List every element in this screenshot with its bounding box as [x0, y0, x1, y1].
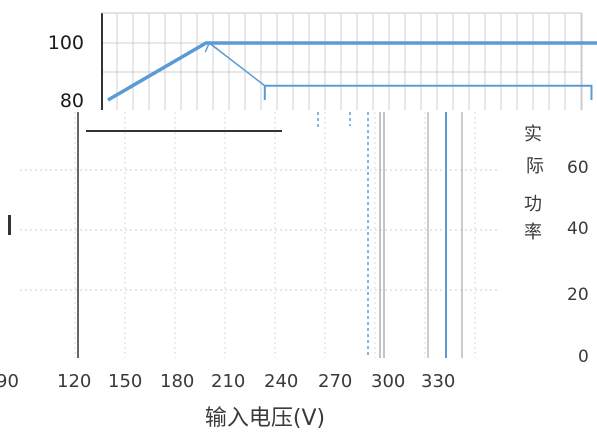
x-tick-label: 330 — [421, 371, 455, 392]
x-tick-label: 270 — [318, 371, 352, 392]
series-line — [107, 41, 597, 102]
y-tick-label-right: 0 — [578, 347, 589, 367]
annotation-arrowhead — [204, 41, 218, 53]
annotation-bracket — [263, 84, 593, 100]
y-tick-label-right: 40 — [567, 219, 589, 239]
grid-layer — [8, 12, 583, 358]
x-tick-label: 120 — [57, 371, 91, 392]
right-axis-label-char: 际 — [526, 156, 544, 177]
right-axis-label-char: 率 — [524, 222, 542, 243]
right-axis-label-char: 功 — [524, 194, 542, 215]
y-tick-label-right: 60 — [567, 158, 589, 178]
x-axis-label: 输入电压(V) — [205, 406, 325, 431]
x-tick-label: 300 — [371, 371, 405, 392]
tick-layer: 90 120 150 180 210 240 270 300 330 100 80 60 40 20 0 实际… — [0, 32, 589, 392]
y-tick-label-right: 20 — [567, 285, 589, 305]
x-tick-label: 210 — [211, 371, 245, 392]
x-tick-label: 240 — [264, 371, 298, 392]
axis-marker — [8, 215, 11, 235]
x-tick-label: 150 — [108, 371, 142, 392]
annotation-layer — [204, 41, 593, 358]
right-axis-label-char: 实 — [524, 124, 542, 145]
annotation-arrow — [208, 42, 266, 87]
series-layer — [107, 41, 597, 102]
y-tick-label-left: 100 — [48, 32, 84, 54]
y-tick-label-left: 80 — [60, 90, 84, 112]
x-tick-label: 180 — [160, 371, 194, 392]
x-tick-label: 90 — [0, 371, 19, 392]
